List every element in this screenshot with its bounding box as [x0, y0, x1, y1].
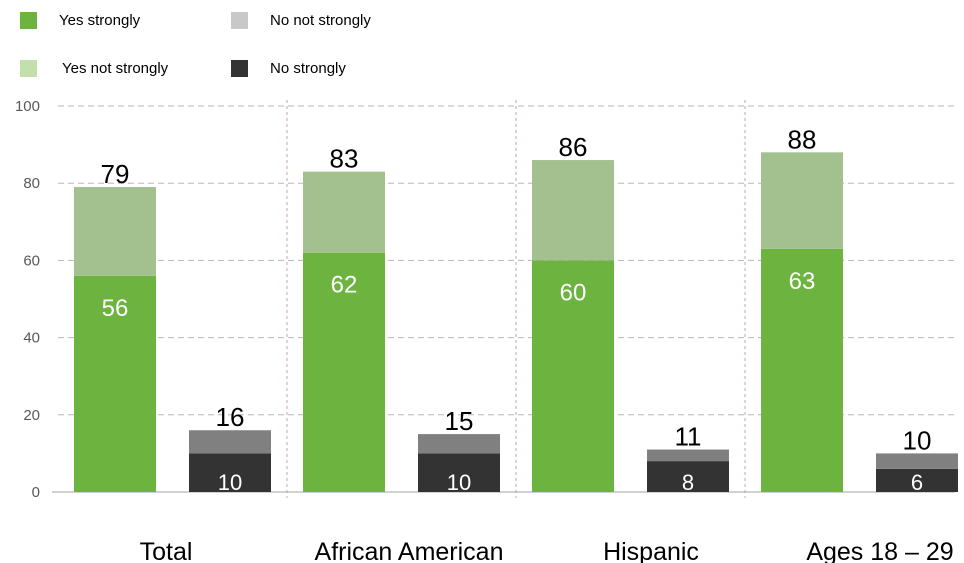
total-label-no-3: 10: [903, 425, 932, 455]
bar-no-no-not-strongly-3: [876, 453, 958, 469]
bar-yes-yes-strongly-0: [74, 275, 156, 492]
y-tick-label-80: 80: [23, 175, 40, 192]
legend-item-no-not-strongly: No not strongly: [231, 12, 371, 29]
legend-label-yes-not-strongly: Yes not strongly: [62, 60, 169, 77]
category-label-0: Total: [140, 538, 193, 563]
y-tick-label-100: 100: [15, 98, 40, 115]
data-label-no-strongly-0: 10: [218, 470, 242, 495]
category-label-2: Hispanic: [603, 538, 699, 563]
legend-swatch-yes-strongly: [20, 12, 37, 29]
legend-label-yes-strongly: Yes strongly: [59, 12, 141, 29]
bar-yes-yes-not-strongly-0: [74, 187, 156, 276]
bar-no-no-strongly-1: [418, 453, 500, 492]
bar-no-no-not-strongly-0: [189, 430, 271, 454]
category-label-1: African American: [315, 538, 504, 563]
data-label-no-strongly-3: 6: [911, 470, 923, 495]
bar-yes-yes-strongly-2: [532, 260, 614, 492]
bar-no-no-strongly-2: [647, 461, 729, 492]
total-label-yes-2: 86: [559, 132, 588, 162]
legend-label-no-strongly: No strongly: [270, 60, 346, 77]
bar-no-no-not-strongly-1: [418, 434, 500, 454]
data-label-yes-strongly-3: 63: [789, 268, 816, 295]
bar-no-no-strongly-3: [876, 468, 958, 492]
data-label-no-strongly-1: 10: [447, 470, 471, 495]
bar-yes-yes-not-strongly-2: [532, 160, 614, 261]
legend-swatch-yes-not-strongly: [20, 60, 37, 77]
total-label-no-1: 15: [445, 406, 474, 436]
data-label-yes-strongly-1: 62: [331, 272, 358, 299]
y-tick-label-20: 20: [23, 407, 40, 424]
bar-yes-yes-strongly-1: [303, 252, 385, 492]
bar-no-no-strongly-0: [189, 453, 271, 492]
legend-label-no-not-strongly: No not strongly: [270, 12, 371, 29]
data-label-no-strongly-2: 8: [682, 470, 694, 495]
data-label-yes-strongly-2: 60: [560, 279, 587, 306]
y-tick-label-60: 60: [23, 252, 40, 269]
category-label-3: Ages 18 – 29: [806, 538, 953, 563]
y-tick-label-0: 0: [32, 484, 40, 501]
legend-item-yes-strongly: Yes strongly: [20, 12, 140, 29]
total-label-no-2: 11: [675, 422, 702, 452]
legend-item-no-strongly: No strongly: [231, 60, 346, 77]
bar-yes-yes-not-strongly-3: [761, 152, 843, 249]
bar-yes-yes-strongly-3: [761, 248, 843, 492]
bar-yes-yes-not-strongly-1: [303, 171, 385, 253]
total-label-yes-3: 88: [788, 124, 817, 154]
legend-swatch-no-strongly: [231, 60, 248, 77]
total-label-no-0: 16: [216, 402, 245, 432]
total-label-yes-0: 79: [101, 159, 130, 189]
legend-swatch-no-not-strongly: [231, 12, 248, 29]
total-label-yes-1: 83: [330, 144, 359, 174]
data-label-yes-strongly-0: 56: [102, 295, 129, 322]
bar-no-no-not-strongly-2: [647, 449, 729, 462]
legend-item-yes-not-strongly: Yes not strongly: [20, 60, 168, 77]
y-tick-label-40: 40: [23, 330, 40, 347]
